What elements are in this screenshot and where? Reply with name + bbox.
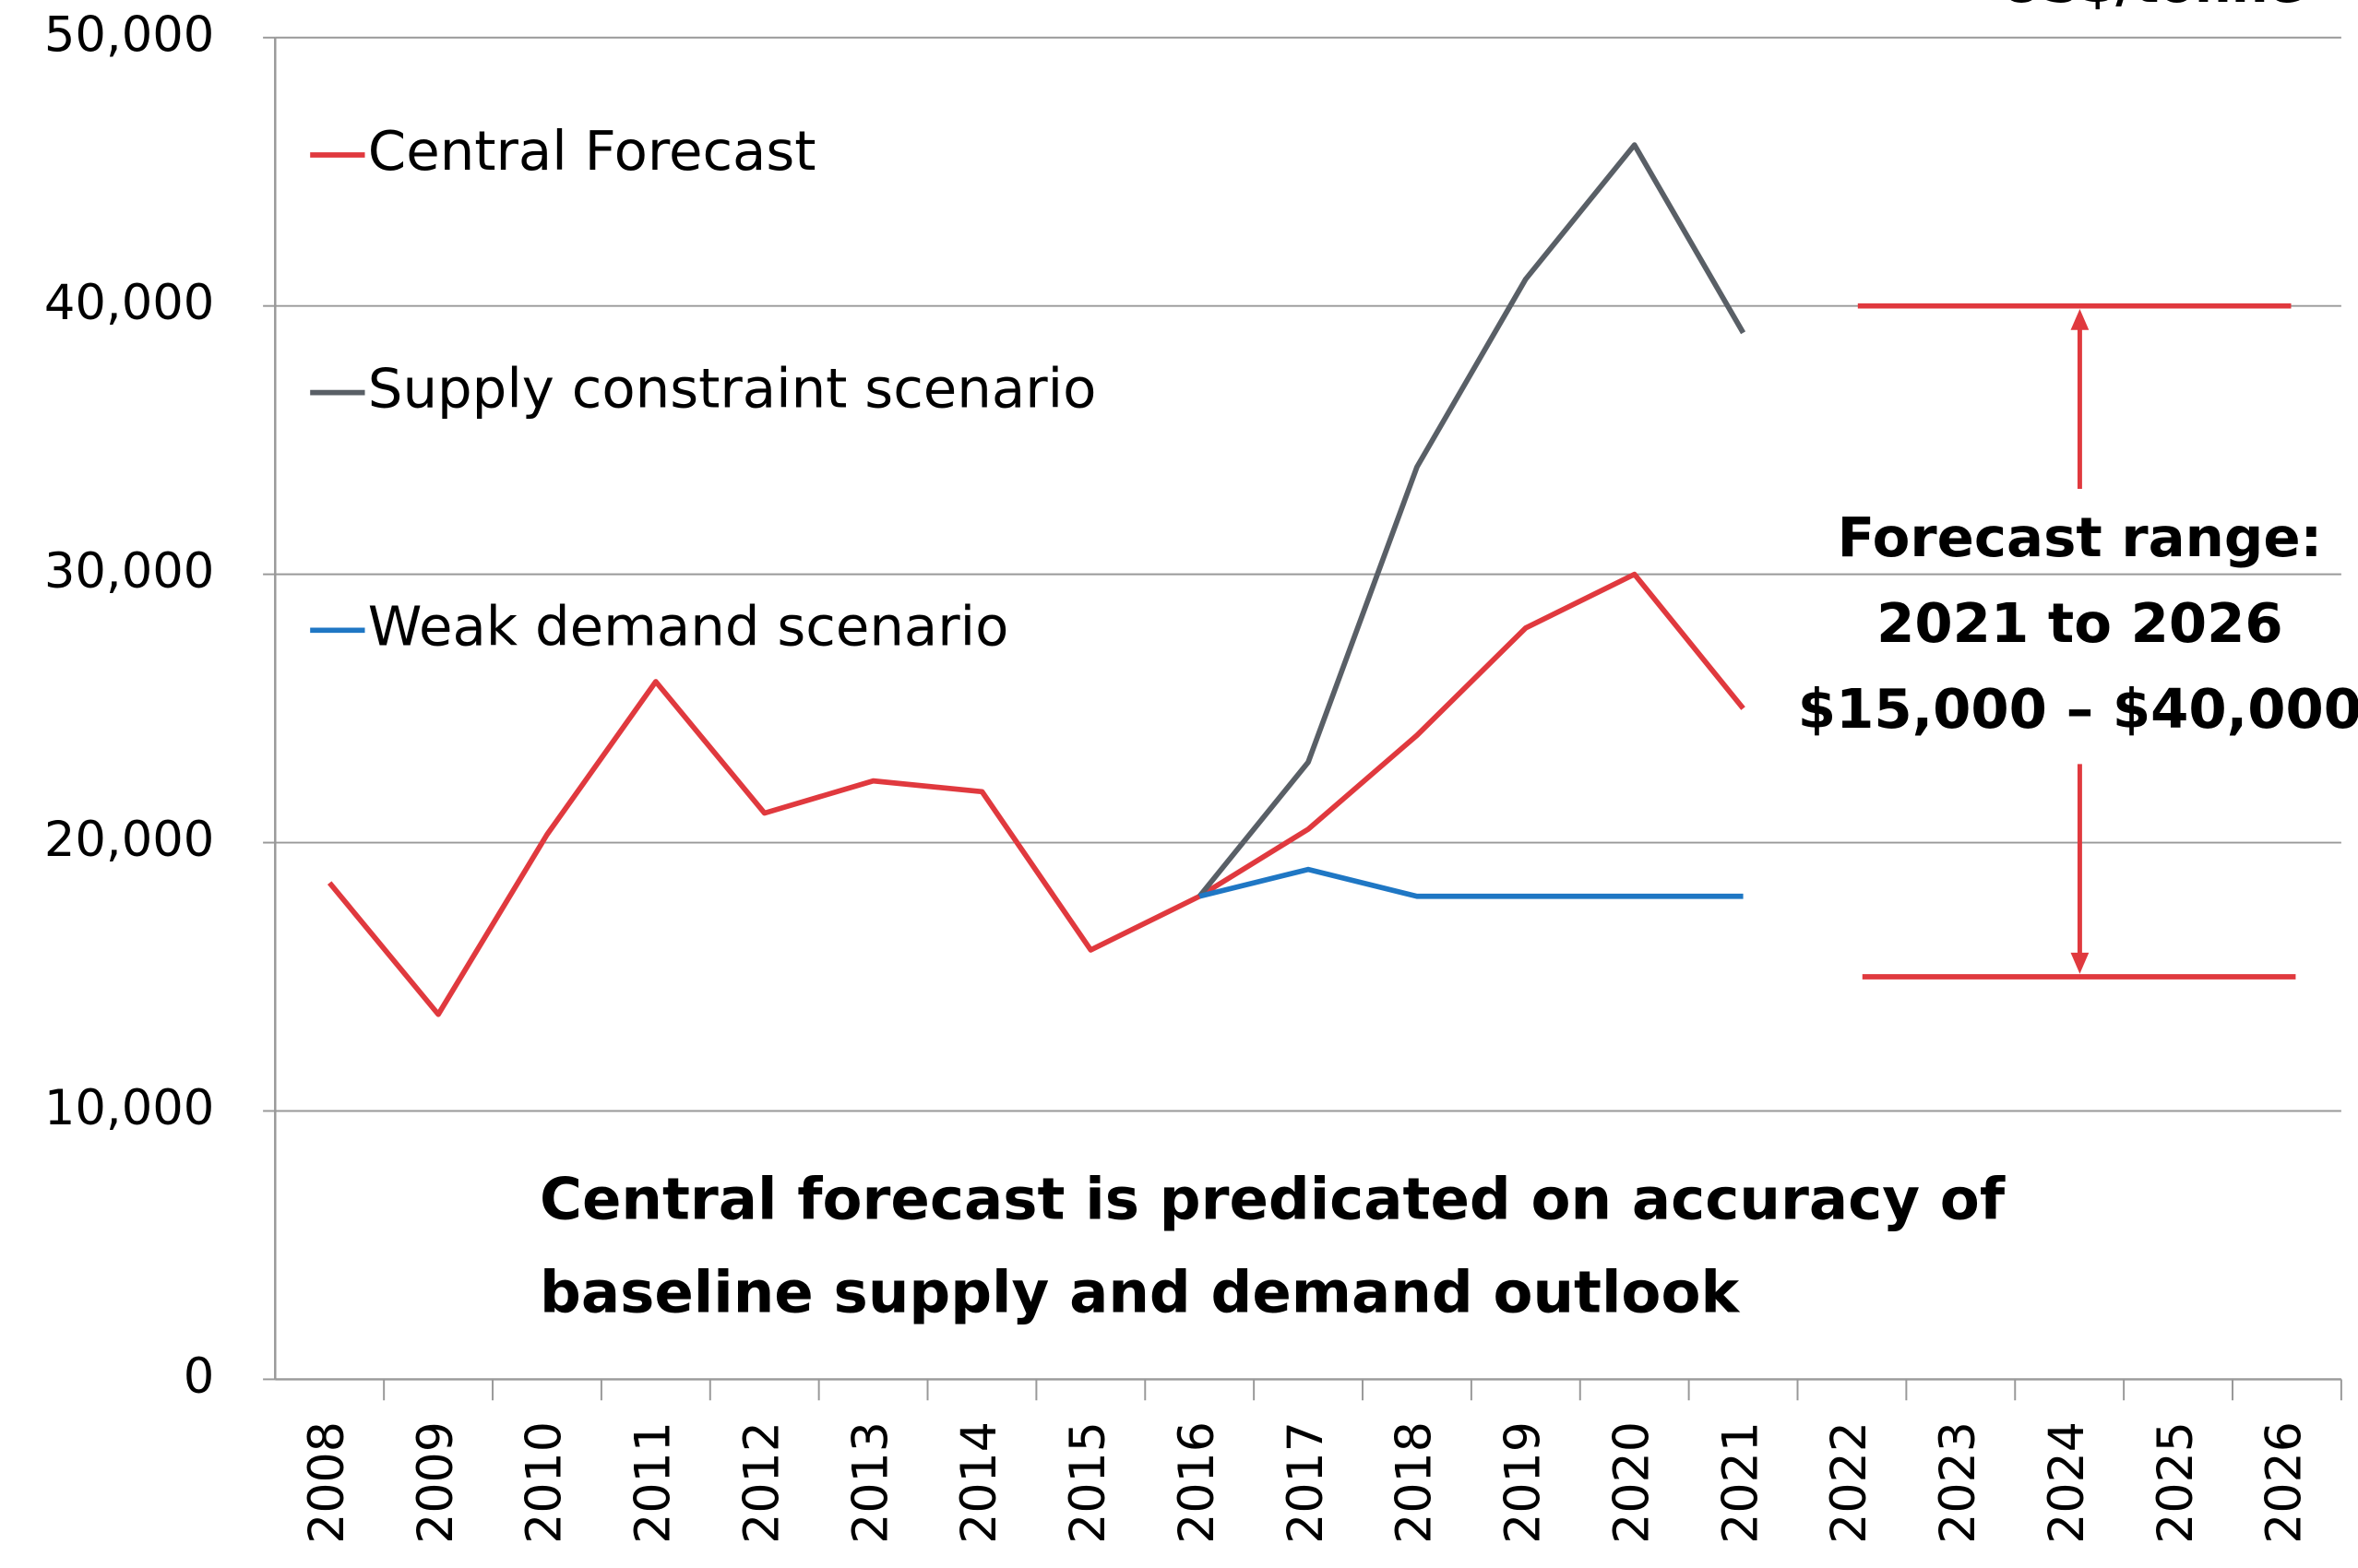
range-annotation: $15,000 – $40,000 (1798, 677, 2358, 741)
x-tick-label: 2011 (625, 1421, 681, 1544)
x-tick-label: 2026 (2256, 1421, 2312, 1544)
note: baseline supply and demand outlook (540, 1259, 1741, 1326)
range-annotation: Forecast range: (1838, 505, 2323, 569)
arrow-head (2070, 308, 2090, 330)
x-tick-label: 2010 (516, 1421, 572, 1544)
x-tick-label: 2025 (2148, 1421, 2204, 1544)
legend-label: Weak demand scenario (368, 595, 1009, 659)
x-tick-label: 2020 (1603, 1421, 1660, 1544)
x-tick-label: 2015 (1060, 1421, 1116, 1544)
x-tick-label: 2014 (951, 1421, 1007, 1544)
y-tick-label: 30,000 (44, 543, 215, 600)
range-annotation: 2021 to 2026 (1876, 591, 2283, 655)
x-tick-label: 2023 (1930, 1421, 1986, 1544)
y-tick-label: 10,000 (44, 1080, 215, 1136)
x-tick-label: 2022 (1821, 1421, 1877, 1544)
y-tick-label: 40,000 (44, 276, 215, 332)
x-tick-label: 2017 (1278, 1421, 1334, 1544)
chart-title: US$/tonne (2000, 0, 2303, 15)
series-line (1197, 142, 1746, 898)
legend-label: Central Forecast (368, 119, 816, 183)
arrow-head (2070, 952, 2090, 974)
x-tick-label: 2016 (1169, 1421, 1225, 1544)
x-tick-label: 2019 (1495, 1421, 1551, 1544)
note: Central forecast is predicated on accura… (540, 1166, 2006, 1233)
x-tick-label: 2012 (733, 1421, 790, 1544)
x-tick-label: 2008 (299, 1421, 355, 1544)
series-line (327, 571, 1745, 1017)
x-tick-label: 2009 (408, 1421, 464, 1544)
y-tick-label: 20,000 (44, 812, 215, 868)
y-tick-label: 50,000 (44, 7, 215, 64)
legend-label: Supply constraint scenario (368, 357, 1097, 421)
x-tick-label: 2021 (1712, 1421, 1768, 1544)
series-line (1198, 866, 1744, 899)
y-tick-label: 0 (184, 1348, 215, 1405)
x-tick-label: 2013 (842, 1421, 899, 1544)
x-tick-label: 2024 (2039, 1421, 2095, 1544)
x-tick-label: 2018 (1386, 1421, 1442, 1544)
